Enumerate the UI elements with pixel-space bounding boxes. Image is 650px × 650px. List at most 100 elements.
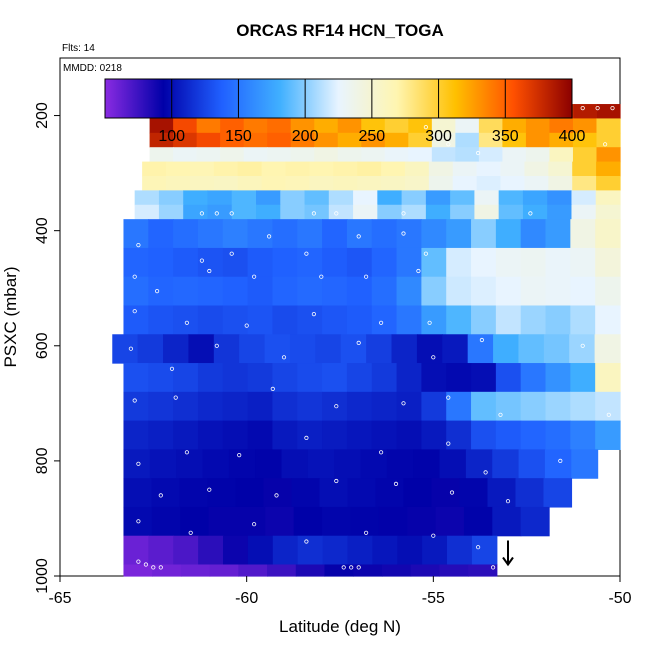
heatmap-cell	[247, 363, 274, 393]
heatmap-cell	[596, 118, 621, 134]
heatmap-cell	[123, 219, 149, 249]
heatmap-cell	[148, 391, 174, 422]
heatmap-cells	[112, 104, 621, 577]
heatmap-cell	[455, 132, 480, 148]
heatmap-cell	[148, 363, 174, 393]
heatmap-cell	[570, 363, 596, 393]
observation-marker	[401, 211, 406, 216]
heatmap-cell	[375, 478, 405, 508]
heatmap-cell	[291, 478, 321, 508]
heatmap-cell	[421, 247, 447, 278]
heatmap-cell	[545, 391, 571, 422]
y-axis-label: PSXC (mbar)	[1, 266, 20, 367]
heatmap-cell	[384, 118, 409, 134]
heatmap-cell	[520, 305, 547, 335]
heatmap-cell	[570, 219, 596, 249]
heatmap-cell	[572, 175, 597, 191]
heatmap-cell	[465, 449, 493, 479]
heatmap-cell	[265, 506, 295, 537]
heatmap-cell	[346, 420, 373, 450]
colorbar: 100 150 200 250 300 350 400	[104, 78, 585, 145]
heatmap-cell	[478, 132, 503, 148]
heatmap-cell	[198, 535, 224, 566]
heatmap-cell	[123, 506, 153, 537]
heatmap-cell	[421, 276, 447, 307]
heatmap-cell	[495, 247, 522, 278]
heatmap-cell	[595, 247, 621, 278]
observation-marker	[427, 320, 432, 325]
heatmap-cell	[570, 305, 596, 335]
heatmap-cell	[297, 219, 323, 249]
chart-title: ORCAS RF14 HCN_TOGA	[236, 21, 444, 40]
heatmap-cell	[290, 147, 315, 163]
heatmap-cell	[297, 535, 324, 566]
observation-marker	[136, 461, 141, 466]
heatmap-cell	[544, 449, 572, 479]
heatmap-cell	[407, 506, 437, 537]
heatmap-cell	[493, 334, 520, 364]
heatmap-cell	[209, 564, 239, 577]
colorbar-tick-label: 250	[359, 128, 386, 145]
heatmap-cell	[455, 118, 480, 134]
heatmap-cell	[196, 132, 221, 148]
heatmap-cell	[463, 506, 493, 537]
observation-marker	[479, 337, 484, 343]
colorbar-tick-label: 300	[425, 128, 452, 145]
heatmap-cell	[495, 391, 522, 422]
heatmap-cell	[314, 118, 339, 134]
heatmap-cell	[290, 118, 315, 134]
heatmap-cell	[595, 391, 621, 422]
observation-marker	[304, 539, 309, 544]
observation-marker	[606, 412, 611, 417]
observation-marker	[229, 251, 234, 256]
heatmap-cell	[267, 118, 292, 134]
heatmap-cell	[196, 118, 221, 134]
heatmap-cell	[196, 147, 221, 163]
heatmap-cell	[272, 305, 298, 335]
heatmap-cell	[189, 175, 215, 191]
heatmap-cell	[237, 175, 263, 191]
heatmap-cell	[421, 363, 447, 393]
heatmap-cell	[333, 175, 358, 191]
flights-label: Flts: 14	[62, 43, 95, 54]
heatmap-cell	[474, 204, 500, 220]
heatmap-cell	[572, 118, 598, 134]
observation-marker	[158, 565, 163, 570]
heatmap-cell	[112, 334, 139, 364]
observation-marker	[423, 125, 428, 130]
heatmap-cell	[522, 204, 548, 220]
heatmap-cell	[149, 118, 174, 134]
heatmap-cell	[520, 219, 547, 249]
heatmap-cell	[543, 334, 570, 364]
heatmap-cell	[422, 535, 448, 566]
flight-end-arrow	[502, 540, 514, 567]
heatmap-cell	[272, 276, 298, 307]
heatmap-cell	[247, 420, 274, 450]
heatmap-cell	[297, 391, 323, 422]
observation-marker	[528, 211, 533, 216]
colorbar-tick-label: 200	[292, 128, 319, 145]
heatmap-cell	[571, 204, 597, 220]
heatmap-cell	[498, 204, 524, 220]
heatmap-cell	[548, 175, 573, 191]
heatmap-cell	[346, 305, 373, 335]
observation-marker	[498, 565, 503, 570]
observation-marker	[431, 355, 436, 360]
heatmap-cell	[520, 247, 547, 278]
heatmap-cell	[471, 247, 497, 278]
observation-marker	[393, 481, 399, 486]
observation-marker	[136, 243, 141, 248]
heatmap-cell	[158, 190, 184, 206]
heatmap-cell	[202, 449, 230, 479]
observation-marker	[207, 268, 212, 274]
heatmap-cell	[158, 204, 184, 220]
observation-marker	[341, 565, 346, 570]
observation-marker	[199, 258, 204, 263]
heatmap-cell	[396, 420, 422, 450]
observation-marker	[128, 346, 133, 351]
heatmap-cell	[267, 132, 292, 148]
heatmap-cell	[322, 305, 348, 335]
heatmap-cell	[471, 535, 498, 566]
heatmap-cell	[525, 147, 551, 163]
heatmap-cell	[596, 147, 621, 163]
